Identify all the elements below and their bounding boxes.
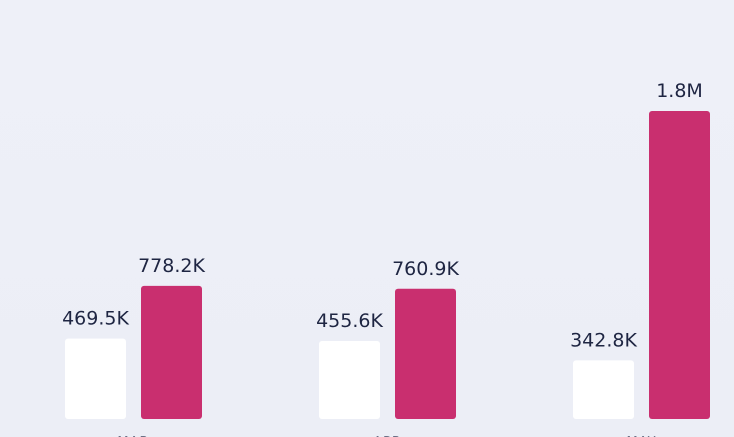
value-label: 1.8M — [656, 80, 703, 102]
value-label: 455.6K — [316, 310, 383, 332]
bar — [649, 111, 710, 419]
x-tick-label: MAY — [626, 435, 656, 437]
bar — [573, 360, 634, 419]
bar — [141, 285, 202, 419]
value-label: 342.8K — [570, 329, 637, 351]
value-label: 778.2K — [138, 255, 205, 277]
value-label: 760.9K — [392, 258, 459, 280]
bar — [65, 338, 126, 419]
bar — [319, 341, 380, 419]
bar — [395, 288, 456, 419]
value-label: 469.5K — [62, 308, 129, 330]
x-tick-label: APR — [373, 435, 402, 437]
x-tick-label: MAR — [117, 435, 149, 437]
